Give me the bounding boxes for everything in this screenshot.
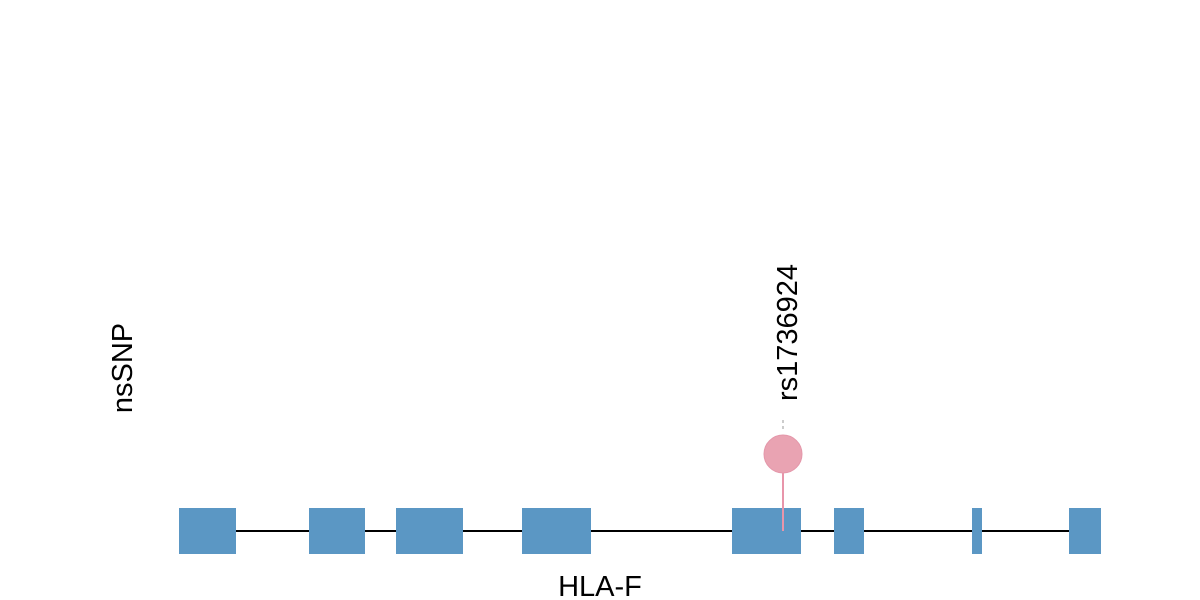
track-label: nsSNP	[107, 323, 139, 413]
exon	[179, 508, 236, 554]
exon	[522, 508, 591, 554]
exon	[732, 508, 801, 554]
snp-marker	[763, 434, 803, 474]
exon	[396, 508, 463, 554]
snp-label: rs1736924	[772, 264, 804, 401]
gene-label: HLA-F	[558, 571, 642, 600]
exon	[1069, 508, 1101, 554]
exon	[972, 508, 982, 554]
exon	[834, 508, 864, 554]
exon	[309, 508, 365, 554]
